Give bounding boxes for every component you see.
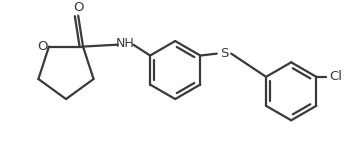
Text: O: O (37, 40, 47, 53)
Text: O: O (73, 2, 84, 14)
Text: NH: NH (116, 37, 135, 50)
Text: Cl: Cl (329, 70, 342, 83)
Text: S: S (220, 47, 229, 60)
